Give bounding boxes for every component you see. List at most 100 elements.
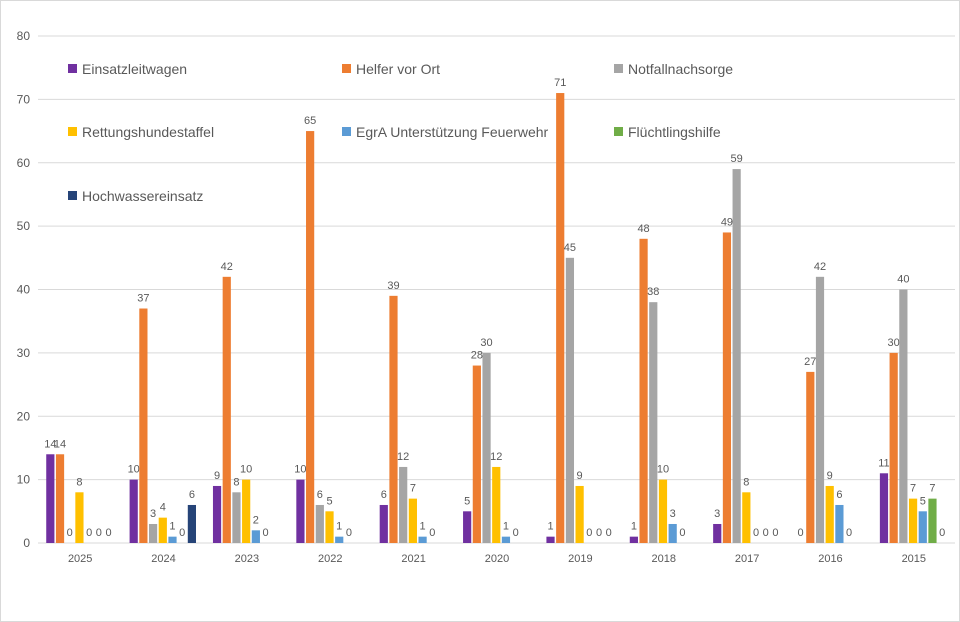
y-tick-label: 60 bbox=[17, 156, 31, 170]
data-label: 7 bbox=[929, 483, 935, 495]
legend-swatch bbox=[68, 64, 77, 73]
bar bbox=[389, 295, 398, 543]
legend-label: Flüchtlingshilfe bbox=[628, 124, 721, 140]
y-tick-label: 40 bbox=[17, 283, 31, 297]
bar bbox=[742, 492, 751, 543]
bar bbox=[222, 276, 231, 543]
bar bbox=[335, 536, 344, 543]
x-tick-label: 2015 bbox=[902, 553, 926, 565]
data-label: 10 bbox=[657, 464, 669, 476]
data-label: 9 bbox=[827, 470, 833, 482]
bar bbox=[815, 276, 825, 543]
data-label: 45 bbox=[564, 242, 576, 254]
data-label: 0 bbox=[798, 527, 804, 539]
data-label: 42 bbox=[221, 261, 233, 273]
bar bbox=[463, 511, 472, 543]
x-tick-label: 2019 bbox=[568, 553, 592, 565]
data-label: 1 bbox=[169, 521, 175, 533]
legend-swatch bbox=[68, 127, 77, 136]
data-label: 40 bbox=[897, 274, 909, 286]
data-label: 65 bbox=[304, 115, 316, 127]
data-label: 1 bbox=[631, 521, 637, 533]
data-label: 6 bbox=[189, 489, 195, 501]
data-label: 38 bbox=[647, 286, 659, 298]
data-label: 0 bbox=[596, 527, 602, 539]
data-label: 0 bbox=[606, 527, 612, 539]
data-label: 1 bbox=[503, 521, 509, 533]
bar bbox=[908, 498, 918, 543]
data-label: 10 bbox=[294, 464, 306, 476]
data-label: 0 bbox=[346, 527, 352, 539]
bar bbox=[918, 511, 927, 543]
bar bbox=[806, 371, 815, 543]
bar bbox=[825, 485, 834, 543]
data-label: 30 bbox=[480, 337, 492, 349]
data-label: 14 bbox=[44, 438, 56, 450]
bar bbox=[251, 530, 260, 543]
bar bbox=[168, 536, 177, 543]
legend-label: Hochwassereinsatz bbox=[82, 188, 203, 204]
data-label: 0 bbox=[513, 527, 519, 539]
bar bbox=[492, 466, 501, 543]
bar bbox=[482, 352, 491, 543]
data-label: 10 bbox=[128, 464, 140, 476]
bar bbox=[325, 511, 334, 543]
data-label: 6 bbox=[381, 489, 387, 501]
data-label: 6 bbox=[317, 489, 323, 501]
x-tick-label: 2021 bbox=[401, 553, 425, 565]
data-label: 0 bbox=[96, 527, 102, 539]
data-label: 0 bbox=[429, 527, 435, 539]
bar bbox=[629, 536, 638, 543]
bar bbox=[565, 257, 575, 543]
bar bbox=[408, 498, 417, 543]
bar bbox=[232, 492, 241, 543]
y-tick-label: 50 bbox=[17, 219, 31, 233]
data-label: 10 bbox=[240, 464, 252, 476]
data-label: 28 bbox=[471, 350, 483, 362]
bar bbox=[649, 302, 658, 543]
data-label: 0 bbox=[846, 527, 852, 539]
x-tick-label: 2018 bbox=[651, 553, 675, 565]
bar bbox=[639, 238, 648, 544]
bar bbox=[296, 479, 305, 543]
legend-label: Rettungshundestaffel bbox=[82, 124, 214, 140]
bar bbox=[722, 232, 732, 543]
legend-swatch bbox=[68, 191, 77, 200]
data-label: 14 bbox=[54, 438, 66, 450]
data-label: 71 bbox=[554, 77, 566, 89]
data-label: 9 bbox=[577, 470, 583, 482]
bar bbox=[379, 504, 388, 543]
bar bbox=[418, 536, 427, 543]
data-label: 37 bbox=[137, 293, 149, 305]
data-label: 9 bbox=[214, 470, 220, 482]
bar bbox=[575, 485, 584, 543]
data-label: 0 bbox=[67, 527, 73, 539]
legend-label: EgrA Unterstützung Feuerwehr bbox=[356, 124, 549, 140]
data-label: 4 bbox=[160, 502, 166, 514]
data-label: 8 bbox=[76, 476, 82, 488]
legend-swatch bbox=[614, 64, 623, 73]
data-label: 27 bbox=[804, 356, 816, 368]
bar bbox=[55, 454, 65, 543]
bar bbox=[556, 93, 565, 543]
bar bbox=[668, 523, 677, 543]
data-label: 5 bbox=[464, 495, 470, 507]
data-label: 1 bbox=[420, 521, 426, 533]
legend-label: Helfer vor Ort bbox=[356, 61, 440, 77]
data-label: 11 bbox=[878, 457, 889, 469]
data-label: 3 bbox=[150, 508, 156, 520]
bar bbox=[306, 131, 315, 543]
data-label: 7 bbox=[410, 483, 416, 495]
bar bbox=[212, 485, 222, 543]
y-tick-label: 20 bbox=[17, 409, 31, 423]
data-label: 0 bbox=[105, 527, 111, 539]
data-label: 8 bbox=[233, 476, 239, 488]
bar bbox=[158, 517, 167, 543]
bar bbox=[889, 352, 898, 543]
data-label: 0 bbox=[679, 527, 685, 539]
bar bbox=[399, 466, 408, 543]
bar bbox=[75, 492, 84, 543]
x-tick-label: 2025 bbox=[68, 553, 92, 565]
data-label: 8 bbox=[743, 476, 749, 488]
